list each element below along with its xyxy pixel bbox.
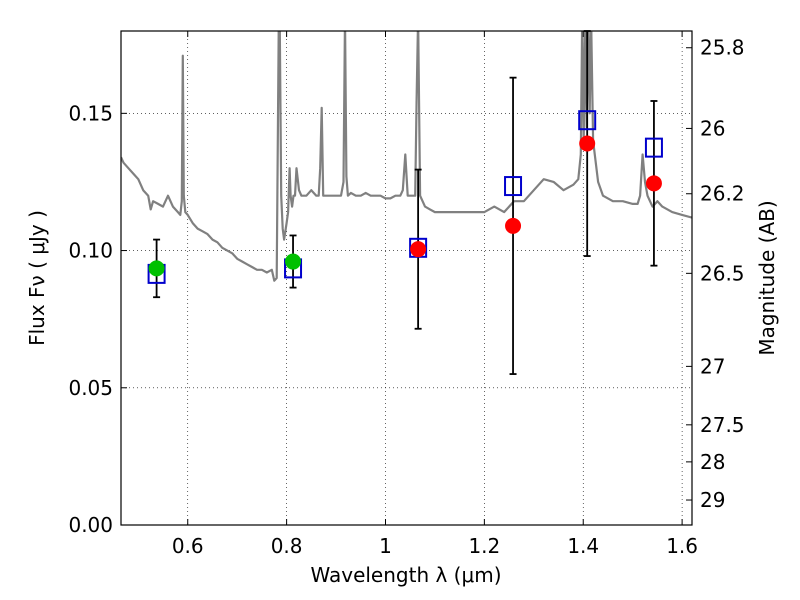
observed-point-green <box>148 260 165 277</box>
spectrum-line <box>121 31 692 282</box>
y2-tick-label: 28 <box>700 450 725 474</box>
observed-point-red <box>579 135 596 152</box>
y-tick-label: 0.00 <box>68 513 113 537</box>
y-axis-ticks: 0.00 0.05 0.10 0.15 <box>68 101 127 537</box>
model-photometry-square <box>578 110 597 131</box>
y2-axis-ticks: 25.8 26 26.2 26.5 27 27.5 28 29 <box>686 36 745 512</box>
x-tick-label: 1.6 <box>666 534 698 558</box>
y2-tick-label: 27.5 <box>700 413 745 437</box>
model-spectrum <box>121 31 692 282</box>
y2-tick-label: 25.8 <box>700 36 745 60</box>
model-photometry-square <box>644 137 663 158</box>
x-axis-ticks: 0.6 0.8 1 1.2 1.4 1.6 <box>172 31 698 558</box>
y2-tick-label: 26 <box>700 116 725 140</box>
y-axis-label: Flux Fν ( μJy ) <box>25 210 49 346</box>
y2-tick-label: 26.2 <box>700 182 745 206</box>
observed-point-green <box>285 253 302 270</box>
observed-point-red <box>505 217 522 234</box>
y2-tick-label: 27 <box>700 354 725 378</box>
x-tick-label: 0.6 <box>172 534 204 558</box>
y2-tick-label: 26.5 <box>700 261 745 285</box>
x-tick-label: 1 <box>379 534 392 558</box>
y2-axis-label: Magnitude (AB) <box>755 200 779 355</box>
data-markers <box>147 30 663 375</box>
y-tick-label: 0.05 <box>68 376 113 400</box>
y2-tick-label: 29 <box>700 488 725 512</box>
model-photometry-square <box>504 176 523 197</box>
observed-point-red <box>410 241 427 258</box>
x-tick-label: 0.8 <box>271 534 303 558</box>
x-tick-label: 1.2 <box>468 534 500 558</box>
plot-background <box>121 31 692 525</box>
plot-frame <box>120 30 693 526</box>
y-tick-label: 0.10 <box>68 239 113 263</box>
x-tick-label: 1.4 <box>567 534 599 558</box>
observed-point-red <box>645 175 662 192</box>
x-axis-label: Wavelength λ (μm) <box>310 563 501 587</box>
y-tick-label: 0.15 <box>68 101 113 125</box>
